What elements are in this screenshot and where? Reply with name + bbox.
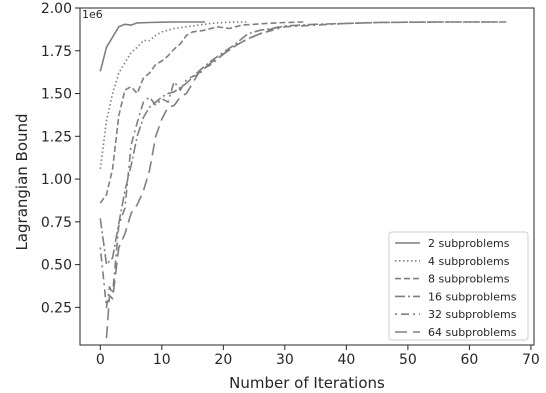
legend-label: 16 subproblems — [428, 290, 517, 303]
legend-label: 8 subproblems — [428, 273, 510, 286]
y-tick-label: 1.00 — [41, 172, 72, 188]
x-tick-label: 20 — [214, 352, 232, 368]
series-line-4 — [99, 21, 507, 309]
legend: 2 subproblems 4 subproblems 8 subproblems 1… — [388, 231, 529, 341]
x-tick-label: 30 — [276, 352, 294, 368]
y-tick-label: 1.75 — [41, 44, 72, 60]
series-layer — [99, 21, 507, 339]
legend-items: 2 subproblems 4 subproblems 8 subproblems 1… — [395, 237, 517, 339]
x-tick-label: 60 — [460, 352, 478, 368]
y-axis-ticks: 0.25 0.50 0.75 1.00 1.25 1.50 1.75 2.00 — [41, 1, 80, 316]
x-axis-label: Number of Iterations — [229, 374, 385, 392]
x-tick-label: 10 — [153, 352, 171, 368]
series-line-3 — [99, 21, 501, 266]
legend-label: 32 subproblems — [428, 308, 517, 321]
y-tick-label: 0.50 — [41, 258, 72, 274]
legend-label: 2 subproblems — [428, 237, 510, 250]
y-tick-label: 1.25 — [41, 129, 72, 145]
legend-frame — [388, 231, 529, 341]
y-tick-label: 0.75 — [41, 215, 72, 231]
plot-frame — [79, 7, 535, 346]
x-tick-label: 50 — [399, 352, 417, 368]
series-line-0 — [99, 21, 205, 72]
x-tick-label: 70 — [522, 352, 540, 368]
x-tick-label: 0 — [96, 352, 105, 368]
y-axis-label: Lagrangian Bound — [13, 113, 31, 250]
y-tick-label: 1.50 — [41, 87, 72, 103]
y-offset-label: 1e6 — [82, 8, 103, 21]
x-tick-label: 40 — [337, 352, 355, 368]
y-tick-label: 2.00 — [41, 1, 72, 17]
y-tick-label: 0.25 — [41, 300, 72, 316]
series-line-2 — [99, 21, 304, 204]
legend-label: 4 subproblems — [428, 255, 510, 268]
legend-label: 64 subproblems — [428, 326, 517, 339]
series-line-1 — [99, 21, 248, 169]
series-line-5 — [105, 24, 286, 339]
x-axis-ticks: 0 10 20 30 40 50 60 70 — [96, 345, 540, 368]
